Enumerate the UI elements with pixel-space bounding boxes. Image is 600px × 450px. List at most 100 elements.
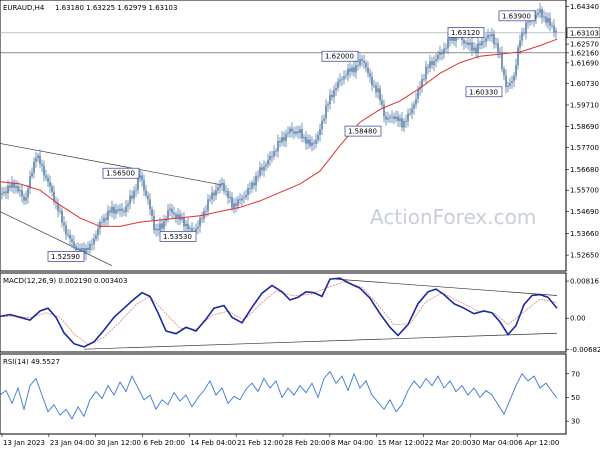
candle-body <box>221 182 223 185</box>
price-tick-label: 1.55700 <box>570 187 599 195</box>
candle-body <box>285 133 287 141</box>
candle-body <box>39 155 41 164</box>
candle-body <box>535 14 537 19</box>
candle-body <box>169 208 171 211</box>
price-tick-label: 1.57700 <box>570 144 599 152</box>
candle-body <box>271 155 273 157</box>
candle-body <box>239 199 241 201</box>
candle-body <box>347 68 349 76</box>
price-panel: ActionForex.com EURAUD,H4 1.63180 1.6322… <box>0 0 600 272</box>
price-tick-label: 1.64340 <box>570 3 599 11</box>
candle-body <box>201 218 203 220</box>
candle-body <box>397 116 399 121</box>
candle-body <box>3 191 5 194</box>
candle-body <box>443 48 445 55</box>
candle-body <box>453 36 455 41</box>
price-tick-label: 1.53660 <box>570 230 599 238</box>
candle-body <box>113 206 115 214</box>
candle-body <box>427 66 429 68</box>
candle-body <box>119 208 121 211</box>
candle-body <box>53 191 55 202</box>
macd-line <box>0 277 558 348</box>
candle-body <box>287 132 289 134</box>
price-tick-label: 1.63103 <box>570 29 599 37</box>
candle-body <box>245 194 247 198</box>
candle-body <box>71 238 73 242</box>
candle-body <box>441 52 443 55</box>
price-tick-label: 1.52650 <box>570 252 599 260</box>
candle-body <box>67 234 69 236</box>
macd-trendline <box>83 332 558 350</box>
candle-body <box>305 137 307 144</box>
candle-body <box>479 43 481 46</box>
price-annotation-label: 1.62000 <box>325 53 354 61</box>
candle-body <box>549 18 551 26</box>
candle-body <box>447 38 449 49</box>
candle-body <box>281 137 283 143</box>
price-trendline <box>0 211 113 267</box>
candle-body <box>253 182 255 186</box>
candle-body <box>421 79 423 88</box>
candle-body <box>279 141 281 143</box>
candle-body <box>209 199 211 201</box>
candle-body <box>517 47 519 66</box>
rsi-tick-label: 70 <box>571 370 580 378</box>
candle-body <box>553 25 555 33</box>
candle-body <box>483 41 485 43</box>
price-annotation-label: 1.56500 <box>106 170 135 178</box>
candle-body <box>469 42 471 46</box>
candle-body <box>439 52 441 55</box>
candle-body <box>13 182 15 188</box>
candle-body <box>357 65 359 66</box>
candle-body <box>87 247 89 251</box>
candle-body <box>425 66 427 80</box>
candle-body <box>163 221 165 229</box>
candle-body <box>223 182 225 192</box>
candle-body <box>255 176 257 186</box>
candle-body <box>463 39 465 44</box>
price-annotation-label: 1.58480 <box>348 128 377 136</box>
candle-body <box>509 82 511 86</box>
candle-body <box>121 208 123 211</box>
candle-body <box>125 206 127 213</box>
candle-body <box>399 118 401 121</box>
candle-body <box>505 75 507 87</box>
price-tick-label: 1.61690 <box>570 59 599 67</box>
candle-body <box>157 228 159 231</box>
candle-body <box>405 120 407 122</box>
candle-body <box>11 182 13 188</box>
candle-body <box>187 223 189 230</box>
candle-body <box>89 243 91 251</box>
candle-body <box>383 104 385 117</box>
rsi-series <box>0 370 558 420</box>
candle-body <box>45 175 47 178</box>
candle-body <box>551 25 553 27</box>
candle-body <box>503 69 505 76</box>
candle-body <box>391 116 393 118</box>
candle-body <box>415 98 417 105</box>
price-annotation-box <box>321 50 359 62</box>
candle-body <box>325 105 327 119</box>
candle-body <box>237 199 239 206</box>
price-tick-label: 1.60730 <box>570 80 599 88</box>
candle-body <box>381 100 383 105</box>
candle-body <box>249 188 251 189</box>
candle-body <box>377 88 379 93</box>
price-series <box>1 2 557 261</box>
candle-body <box>389 116 391 118</box>
candle-body <box>465 42 467 44</box>
rsi-panel-frame <box>0 353 567 435</box>
candle-body <box>493 34 495 45</box>
candle-body <box>229 196 231 198</box>
macd-signal-line <box>0 281 558 346</box>
x-tick-label: 30 Jan 12:00 <box>97 439 141 447</box>
candle-body <box>423 79 425 80</box>
candle-body <box>207 199 209 211</box>
current-price-box <box>566 27 600 39</box>
candle-body <box>217 187 219 191</box>
price-annotations: 1.63900 1.63120 1.62000 1.60330 1.58480 1.565… <box>47 10 536 262</box>
candle-body <box>111 206 113 213</box>
candle-body <box>543 16 545 18</box>
